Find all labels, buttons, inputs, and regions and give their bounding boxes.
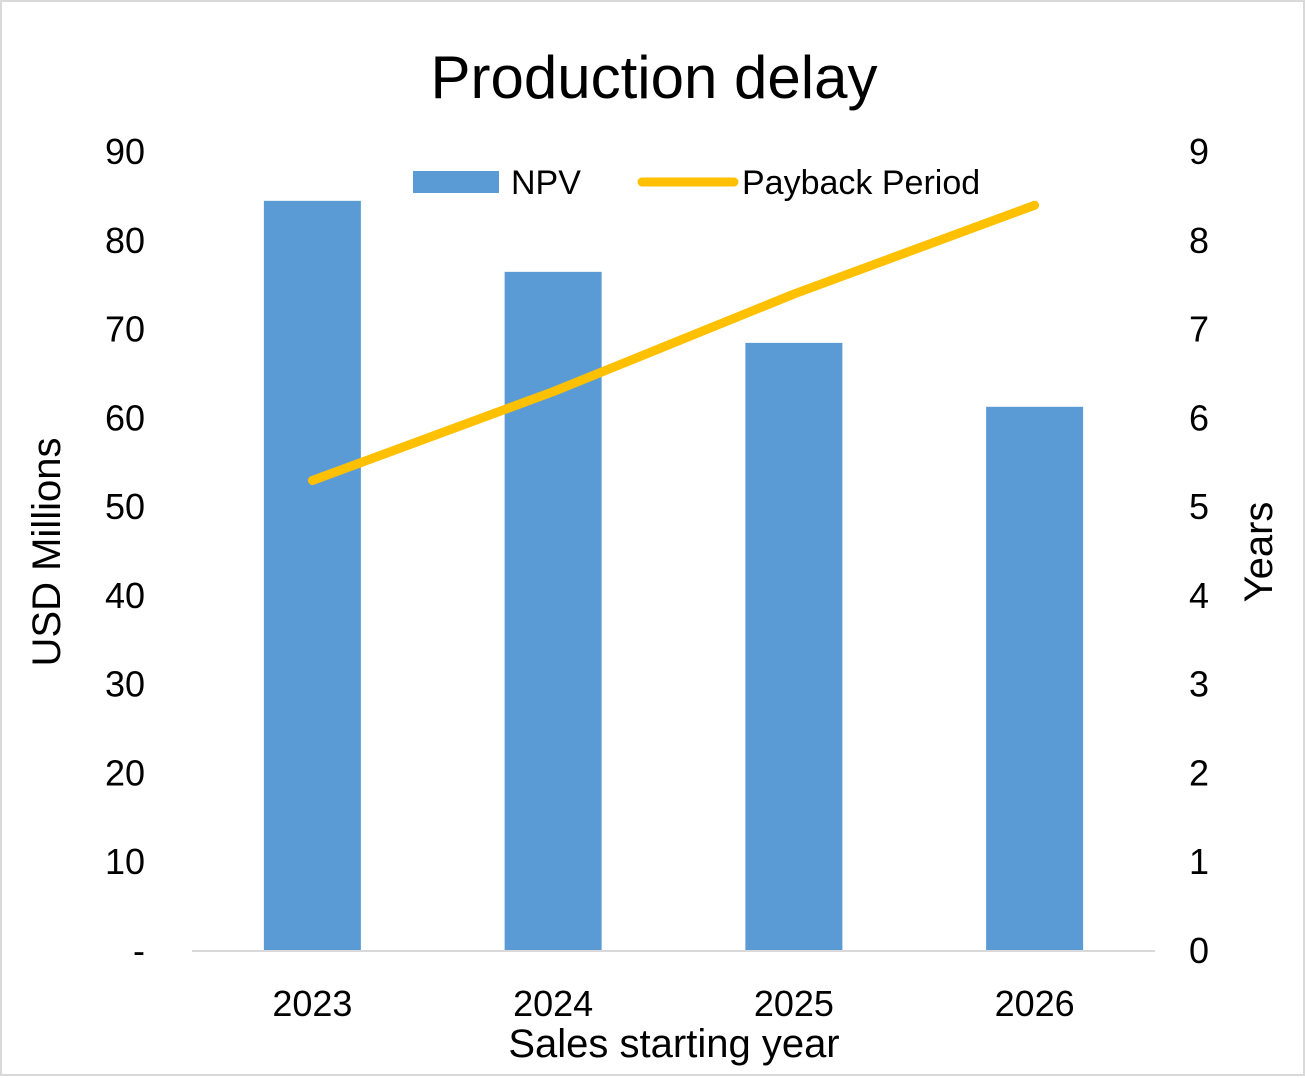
y2-tick-label: 5 <box>1189 486 1209 527</box>
x-tick-label: 2023 <box>272 983 352 1024</box>
npv-bar-2023 <box>263 200 361 952</box>
y-tick-label: 20 <box>105 752 145 793</box>
y-tick-label: 80 <box>105 220 145 261</box>
chart-title: Production delay <box>431 44 878 111</box>
payback-period-line <box>307 200 1040 485</box>
y2-tick-label: 1 <box>1189 841 1209 882</box>
y-tick-label: - <box>133 930 145 971</box>
y2-tick-label: 7 <box>1189 309 1209 350</box>
y2-tick-label: 4 <box>1189 575 1209 616</box>
y2-tick-label: 3 <box>1189 664 1209 705</box>
legend: NPV Payback Period <box>413 164 980 202</box>
x-axis-title: Sales starting year <box>508 1022 839 1066</box>
y2-tick-label: 9 <box>1189 131 1209 172</box>
y-tick-label: 50 <box>105 486 145 527</box>
y-tick-label: 30 <box>105 664 145 705</box>
x-tick-label: 2024 <box>513 983 593 1024</box>
y-tick-label: 60 <box>105 397 145 438</box>
npv-bar-2026 <box>986 406 1084 951</box>
y2-tick-label: 8 <box>1189 220 1209 261</box>
bars-group <box>263 200 1084 952</box>
y-tick-label: 70 <box>105 309 145 350</box>
y2-axis-title: Years <box>1237 502 1281 603</box>
legend-npv-swatch <box>413 171 499 193</box>
y-axis-ticks: - 10 20 30 40 50 60 70 80 90 <box>105 131 145 971</box>
x-tick-label: 2025 <box>754 983 834 1024</box>
y-tick-label: 10 <box>105 841 145 882</box>
x-axis-ticks: 2023 2024 2025 2026 <box>272 983 1074 1024</box>
y2-tick-label: 2 <box>1189 752 1209 793</box>
npv-bar-2025 <box>745 342 843 952</box>
payback-line-group <box>307 200 1040 485</box>
y2-axis-ticks: 0 1 2 3 4 5 6 7 8 9 <box>1189 131 1209 971</box>
y-tick-label: 40 <box>105 575 145 616</box>
y-tick-label: 90 <box>105 131 145 172</box>
npv-bar-2024 <box>504 271 602 952</box>
y-axis-title: USD Millions <box>25 438 69 667</box>
y2-tick-label: 0 <box>1189 930 1209 971</box>
y2-tick-label: 6 <box>1189 397 1209 438</box>
x-tick-label: 2026 <box>995 983 1075 1024</box>
legend-payback-label: Payback Period <box>742 164 980 202</box>
legend-npv-label: NPV <box>511 164 581 202</box>
